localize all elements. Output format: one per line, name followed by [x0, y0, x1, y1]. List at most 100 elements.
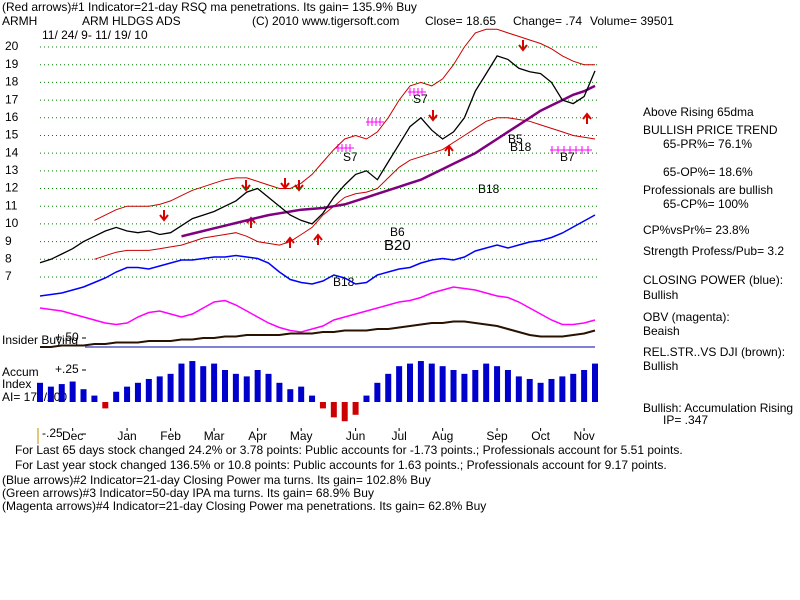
accum-bar — [450, 370, 457, 402]
index-label: Index — [2, 377, 31, 391]
footer: For Last 65 days stock changed 24.2% or … — [2, 443, 683, 513]
accum-bar — [581, 370, 588, 402]
status-text: REL.STR..VS DJI (brown): — [643, 345, 785, 359]
accum-bar — [37, 382, 43, 402]
status-text: Professionals are bullish — [643, 183, 773, 197]
accum-bar — [548, 378, 555, 402]
status-text: OBV (magenta): — [643, 310, 730, 324]
status-text: Bullish — [643, 359, 678, 373]
y-tick-label: 18 — [5, 75, 19, 89]
accum-bar — [407, 363, 413, 402]
accum-bar — [124, 386, 131, 402]
accum-bar — [330, 402, 337, 418]
footer-text: (Blue arrows)#2 Indicator=21-day Closing… — [2, 473, 431, 487]
status-text: CLOSING POWER (blue): — [643, 273, 783, 287]
accum-bar — [287, 389, 294, 402]
accum-bar — [319, 402, 326, 409]
y-tick-label: +.50 — [55, 330, 79, 344]
y-tick-label: 8 — [5, 251, 12, 265]
signal-label: S7 — [413, 92, 428, 106]
accum-bar — [352, 402, 359, 415]
accum-bar — [537, 382, 544, 402]
status-text: Bullish — [643, 288, 678, 302]
signal-label: B5 — [508, 132, 523, 146]
y-tick-label: 19 — [5, 57, 19, 71]
series-line — [94, 28, 595, 221]
x-tick-label: Dec — [62, 429, 83, 443]
accum-bar — [276, 382, 283, 402]
y-tick-label: 7 — [5, 269, 12, 283]
signal-label: B18 — [333, 275, 355, 289]
series-line — [39, 55, 596, 264]
accum-bar — [385, 373, 392, 402]
accum-bar — [200, 366, 207, 402]
accum-bar — [494, 366, 501, 402]
status-text: 65-OP%= 18.6% — [663, 165, 753, 179]
x-tick-label: Mar — [204, 429, 225, 443]
signal-label: B20 — [384, 237, 411, 254]
accum-label: Accum — [2, 365, 39, 379]
x-tick-label: Aug — [432, 429, 453, 443]
y-tick-label: +.25 — [55, 362, 79, 376]
accum-bar — [211, 363, 218, 402]
accum-bar — [515, 376, 522, 402]
x-tick-label: Jun — [346, 429, 365, 443]
status-text: 65-PR%= 76.1% — [663, 137, 752, 151]
footer-text: For Last year stock changed 136.5% or 10… — [15, 458, 667, 472]
signal-label: B18 — [510, 140, 532, 154]
accum-bar — [417, 361, 424, 402]
accum-bar — [167, 373, 174, 402]
x-tick-label: Jan — [117, 429, 136, 443]
series-line — [40, 320, 596, 348]
magenta-arrows — [336, 88, 592, 154]
close: Close= 18.65 — [425, 14, 496, 28]
accum-bar — [309, 395, 316, 402]
accum-bar — [570, 373, 577, 402]
accum-bar — [113, 391, 120, 402]
status-text: Bullish: Accumulation Rising — [643, 401, 793, 415]
signal-label: S7 — [343, 150, 358, 164]
x-tick-label: Oct — [531, 429, 550, 443]
series-line — [39, 286, 596, 333]
accum-bar — [189, 361, 196, 402]
status-text: BULLISH PRICE TREND — [643, 123, 778, 137]
x-tick-label: Nov — [573, 429, 594, 443]
accum-bar — [298, 386, 305, 402]
change: Change= .74 — [513, 14, 582, 28]
accum-bar — [472, 370, 479, 402]
signal-label: B7 — [560, 150, 575, 164]
signal-label: B18 — [478, 182, 500, 196]
copyright: (C) 2010 www.tigersoft.com — [252, 14, 399, 28]
accum-bar — [374, 382, 381, 402]
y-tick-label: 12 — [5, 181, 19, 195]
footer-text: (Magenta arrows)#4 Indicator=21-day Clos… — [2, 499, 486, 513]
status-text: 65-CP%= 100% — [663, 197, 749, 211]
accum-bar — [254, 370, 261, 402]
accum-bar — [80, 389, 87, 402]
footer-text: (Green arrows)#3 Indicator=50-day IPA ma… — [2, 486, 374, 500]
accum-bar — [526, 378, 533, 402]
accum-bar — [265, 373, 272, 402]
accum-bar — [91, 395, 98, 402]
accum-bar — [461, 373, 468, 402]
accum-bar — [58, 384, 65, 402]
accum-bar — [592, 363, 598, 402]
y-tick-label: 11 — [5, 198, 18, 212]
signal-label: B6 — [390, 225, 405, 239]
y-tick-label: 17 — [5, 92, 19, 106]
y-tick-label: 13 — [5, 163, 19, 177]
accum-bar — [69, 381, 76, 402]
series-line — [94, 117, 596, 260]
volume: Volume= 39501 — [590, 14, 674, 28]
y-tick-label: 16 — [5, 110, 19, 124]
accum-bar — [47, 386, 54, 402]
y-tick-label: -.25 — [42, 426, 63, 440]
x-tick-label: Sep — [486, 429, 508, 443]
symbol: ARMH — [2, 14, 37, 28]
insider-label: Insider Buying — [2, 333, 78, 347]
company: ARM HLDGS ADS — [82, 14, 181, 28]
accum-bar — [504, 370, 511, 402]
series-line — [181, 84, 596, 238]
accum-bar — [145, 378, 152, 402]
